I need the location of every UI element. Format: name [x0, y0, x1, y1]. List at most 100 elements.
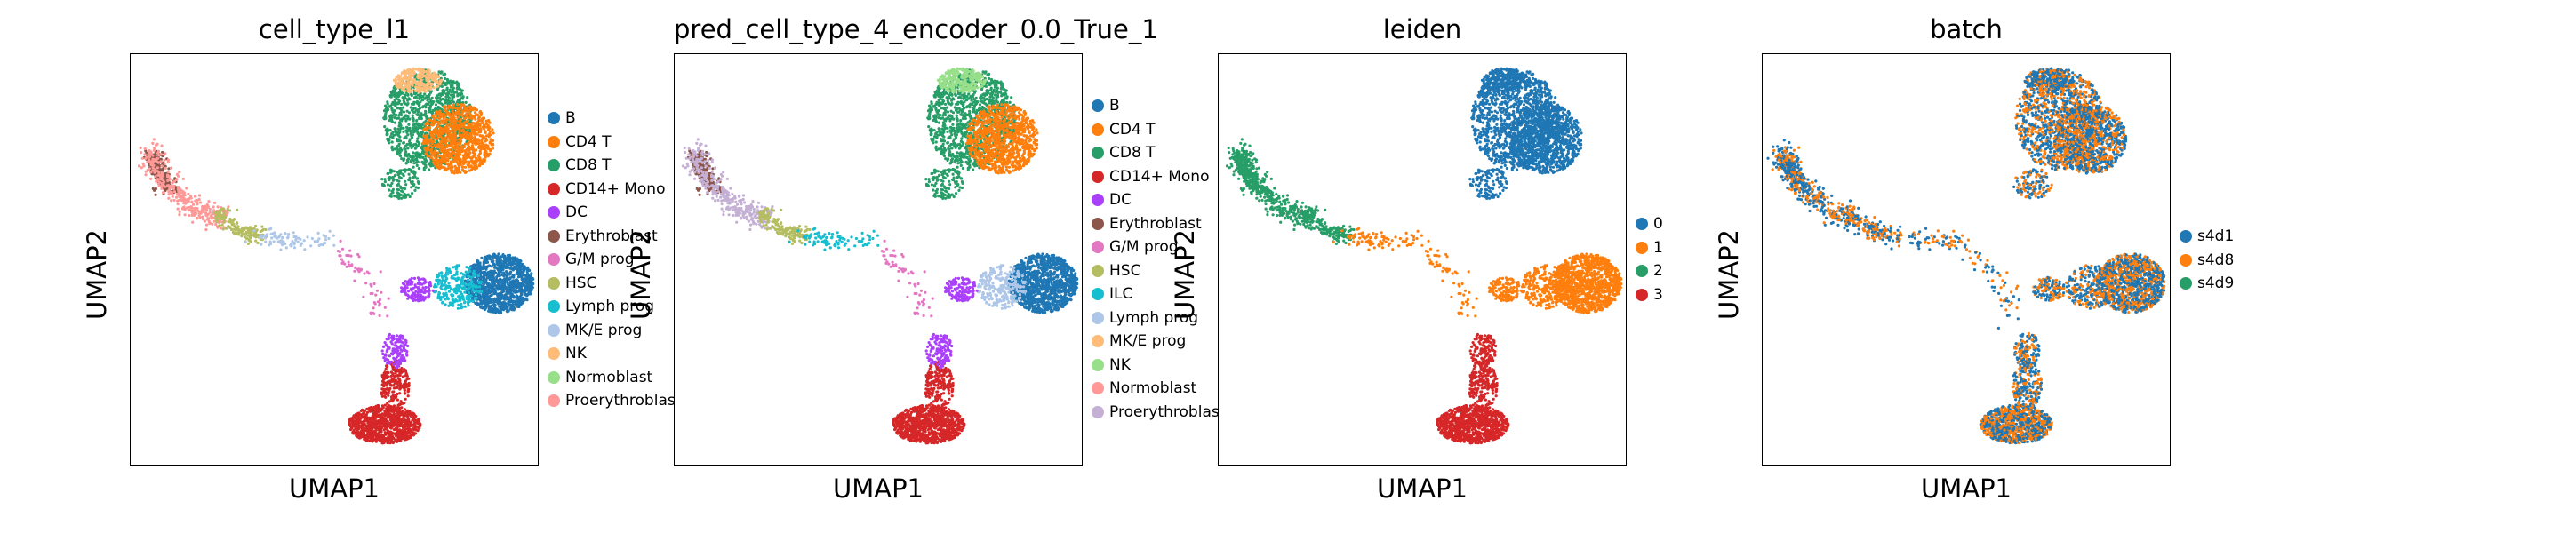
scatter-point [439, 119, 443, 123]
scatter-point [393, 127, 396, 131]
scatter-point [501, 306, 505, 309]
scatter-point [417, 123, 420, 127]
scatter-point [398, 392, 402, 395]
scatter-point [463, 274, 467, 277]
scatter-point [514, 288, 517, 291]
scatter-point [411, 418, 414, 422]
scatter-point [356, 411, 360, 415]
scatter-point [385, 374, 388, 378]
scatter-point [422, 168, 426, 171]
scatter-point [434, 113, 437, 116]
scatter-point [451, 84, 454, 87]
scatter-point [442, 150, 445, 154]
scatter-point [459, 158, 462, 162]
scatter-point [426, 89, 429, 92]
scatter-point [389, 426, 393, 430]
scatter-point [370, 430, 373, 434]
scatter-point [380, 404, 385, 408]
scatter-point [452, 274, 457, 277]
scatter-point [434, 137, 437, 140]
scatter-point [472, 139, 476, 142]
scatter-point [448, 118, 452, 122]
scatter-point [364, 434, 368, 437]
scatter-point [468, 294, 471, 298]
scatter-point [380, 414, 384, 418]
scatter-point [428, 69, 431, 73]
scatter-point [444, 157, 448, 161]
scatter-point [407, 123, 411, 126]
scatter-point [496, 284, 500, 288]
scatter-point [398, 434, 403, 439]
scatter-point [405, 125, 409, 129]
scatter-point [372, 410, 375, 413]
scatter-point [471, 272, 475, 275]
scatter-point [505, 257, 508, 260]
scatter-point [391, 441, 395, 445]
scatter-point [462, 161, 466, 164]
scatter-point [412, 172, 416, 176]
scatter-point [483, 307, 487, 312]
scatter-point [452, 288, 456, 291]
scatter-point [439, 71, 443, 75]
scatter-point [462, 156, 466, 160]
scatter-point [444, 279, 447, 282]
scatter-point [447, 304, 451, 307]
scatter-point [412, 165, 415, 169]
scatter-point [380, 434, 383, 438]
scatter-point [468, 169, 471, 172]
scatter-point [449, 130, 452, 133]
scatter-point [473, 111, 477, 115]
scatter-point [444, 126, 447, 130]
scatter-point [410, 93, 413, 98]
scatter-point [484, 285, 488, 289]
scatter-point [470, 136, 474, 139]
scatter-point [409, 436, 412, 440]
scatter-point [482, 159, 485, 163]
scatter-point [443, 89, 446, 92]
scatter-point [407, 111, 412, 115]
scatter-point [474, 123, 477, 126]
scatter-point [420, 106, 425, 109]
scatter-point [403, 187, 407, 191]
scatter-point [478, 298, 482, 301]
scatter-point [386, 429, 390, 433]
scatter-point [395, 195, 398, 199]
scatter-point [435, 84, 438, 89]
scatter-point [423, 70, 427, 74]
scatter-point [394, 129, 397, 132]
scatter-point [488, 275, 492, 279]
scatter-point [478, 290, 482, 293]
scatter-point [448, 106, 452, 109]
scatter-point [441, 278, 444, 282]
scatter-point [423, 92, 427, 96]
scatter-point [495, 262, 499, 266]
scatter-point [425, 159, 428, 163]
scatter-point [412, 123, 416, 127]
scatter-point [495, 310, 499, 314]
scatter-point [395, 76, 398, 79]
scatter-point [412, 433, 416, 436]
scatter-point [424, 285, 428, 290]
scatter-point [525, 274, 529, 277]
scatter-point [493, 253, 497, 257]
scatter-point [431, 289, 435, 292]
scatter-point [504, 287, 508, 290]
scatter-point [406, 80, 410, 84]
scatter-point [468, 269, 472, 273]
scatter-point [406, 147, 410, 150]
scatter-point [386, 410, 390, 414]
scatter-point [467, 283, 470, 287]
scatter-point [484, 139, 487, 143]
scatter-point [487, 127, 491, 131]
scatter-point [473, 107, 476, 110]
scatter-point [415, 127, 420, 131]
scatter-point [476, 274, 480, 278]
scatter-point [447, 282, 451, 285]
scatter-point [486, 289, 490, 293]
scatter-point [516, 303, 519, 306]
scatter-point [404, 397, 407, 401]
scatter-point [402, 116, 405, 120]
panel-title: cell_type_l1 [130, 14, 539, 44]
scatter-point [428, 139, 431, 143]
scatter-point [396, 183, 399, 187]
